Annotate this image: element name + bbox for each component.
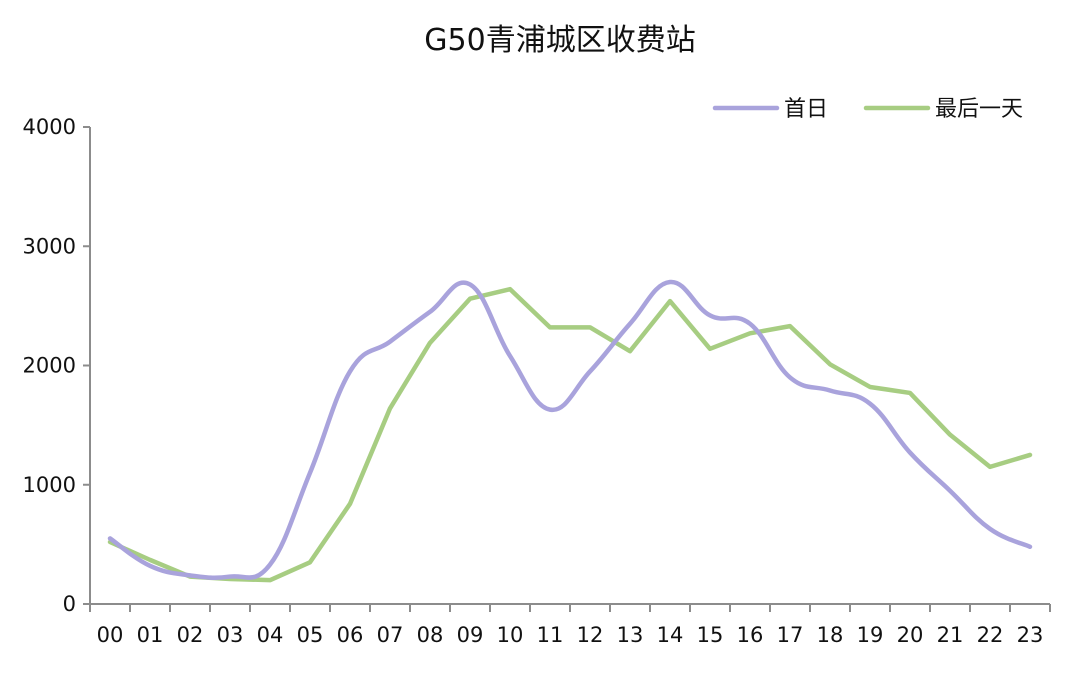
x-tick-label: 22 [977,623,1004,647]
x-tick-label: 15 [697,623,724,647]
x-tick-label: 04 [257,623,284,647]
legend-label-first-day: 首日 [784,97,828,122]
legend-label-last-day: 最后一天 [935,97,1023,122]
x-tick-label: 12 [577,623,604,647]
x-tick-label: 13 [617,623,644,647]
x-tick-label: 23 [1017,623,1044,647]
x-tick-label: 18 [817,623,844,647]
y-axis: 0 1000 2000 3000 4000 [23,115,91,616]
x-tick-label: 01 [137,623,164,647]
x-tick-label: 19 [857,623,884,647]
x-tick-label: 03 [217,623,244,647]
x-tick-label: 08 [417,623,444,647]
chart-title: G50青浦城区收费站 [424,23,695,58]
y-tick-label: 4000 [23,115,76,139]
y-tick-label: 3000 [23,234,76,258]
x-tick-label: 10 [497,623,524,647]
x-tick-label: 06 [337,623,364,647]
x-tick-label: 16 [737,623,764,647]
x-tick-label: 17 [777,623,804,647]
y-tick-label: 0 [63,592,76,616]
y-tick-label: 1000 [23,473,76,497]
series-line-last-day [107,286,1033,583]
x-tick-label: 05 [297,623,324,647]
x-tick-label: 14 [657,623,684,647]
x-tick-label: 20 [897,623,924,647]
x-tick-label: 07 [377,623,404,647]
series-line-first-day [107,279,1033,580]
x-tick-label: 00 [97,623,124,647]
x-tick-label: 11 [537,623,564,647]
x-tick-label: 09 [457,623,484,647]
x-tick-label: 21 [937,623,964,647]
x-tick-label: 02 [177,623,204,647]
x-axis: 00 01 02 03 04 05 06 07 08 09 10 11 12 13 14 15 16 17 18 19… [89,603,1051,647]
y-tick-label: 2000 [23,354,76,378]
legend: 首日 最后一天 [712,97,1023,122]
plot-series [107,279,1033,583]
